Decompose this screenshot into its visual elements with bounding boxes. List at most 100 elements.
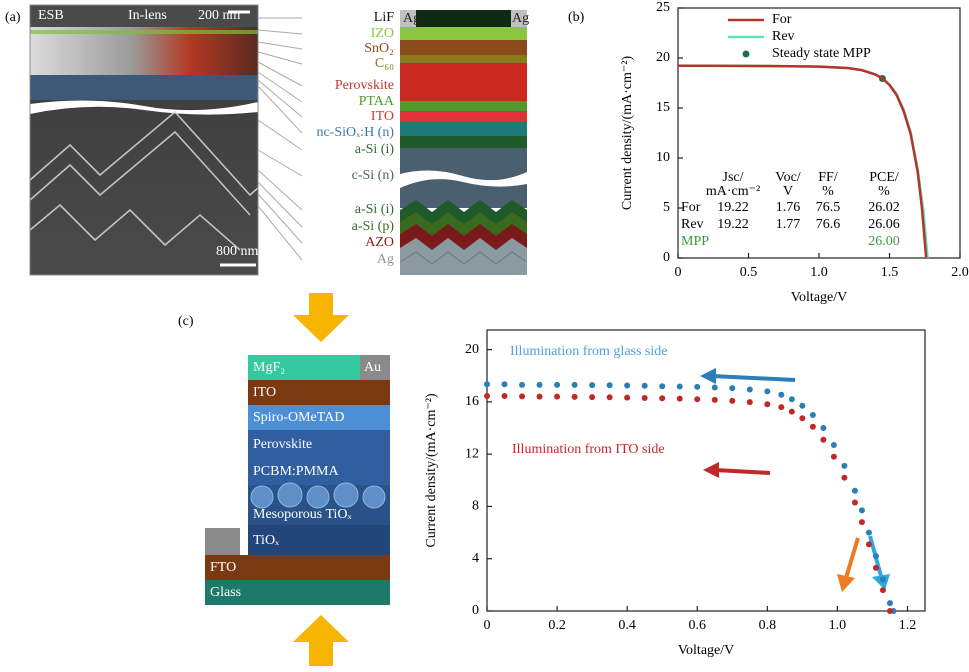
leader-line xyxy=(257,61,303,87)
panel-label: (b) xyxy=(568,10,585,25)
table-header: mA·cm⁻² xyxy=(706,184,760,199)
data-point xyxy=(676,383,683,390)
y-axis-title: Current density/(mA·cm⁻²) xyxy=(424,393,439,548)
series-annotation: Illumination from ITO side xyxy=(512,442,665,457)
image-label: 800 nm xyxy=(216,244,259,259)
data-point xyxy=(746,399,753,406)
table-header: Jsc/ xyxy=(723,170,744,185)
data-point xyxy=(589,382,596,389)
data-point xyxy=(624,394,631,401)
x-tick-label: 0.6 xyxy=(688,618,706,633)
data-point xyxy=(820,425,827,432)
data-point xyxy=(659,395,666,402)
table-header: V xyxy=(783,184,793,199)
sem-image xyxy=(29,4,259,276)
y-tick-label: 0 xyxy=(663,250,670,265)
data-point xyxy=(858,507,865,514)
layer-stack-a xyxy=(399,10,528,275)
table-header: % xyxy=(878,184,890,199)
contact-label: Ag xyxy=(512,11,529,26)
legend-marker xyxy=(742,50,750,58)
x-tick-label: 0.8 xyxy=(759,618,777,633)
data-point xyxy=(624,382,631,389)
table-cell: 19.22 xyxy=(717,217,749,232)
leader-line xyxy=(257,51,303,65)
layer-label: MgF₂ xyxy=(253,360,285,375)
data-point xyxy=(764,388,771,395)
legend-label: For xyxy=(772,12,792,27)
leader-line xyxy=(257,41,303,50)
data-point xyxy=(858,519,865,526)
data-point xyxy=(501,393,508,400)
data-point xyxy=(641,394,648,401)
layer-label: Perovskite xyxy=(335,78,394,93)
data-point xyxy=(694,396,701,403)
layer-label: IZO xyxy=(371,26,394,41)
x-tick-label: 0.5 xyxy=(740,265,758,280)
layer-label: Spiro-OMeTAD xyxy=(253,410,344,425)
data-point xyxy=(872,553,879,560)
data-point xyxy=(851,487,858,494)
layer-label: ITO xyxy=(253,385,276,400)
leader-line xyxy=(257,149,303,177)
table-cell: 26.00 xyxy=(868,234,900,249)
data-point xyxy=(865,541,872,548)
image-label: In-lens xyxy=(128,8,167,23)
leader-line xyxy=(257,119,303,151)
x-tick-label: 0.2 xyxy=(548,618,566,633)
layer-label: PTAA xyxy=(359,94,395,109)
table-header: Voc/ xyxy=(775,170,801,185)
data-point xyxy=(606,382,613,389)
panel-label: (c) xyxy=(178,314,194,329)
data-point xyxy=(886,600,893,607)
data-point xyxy=(799,402,806,409)
y-tick-label: 16 xyxy=(465,394,479,409)
data-point xyxy=(606,394,613,401)
data-point xyxy=(879,587,886,594)
data-point xyxy=(778,404,785,411)
leader-line xyxy=(257,205,303,261)
data-point xyxy=(865,529,872,536)
data-point xyxy=(872,564,879,571)
data-point xyxy=(589,394,596,401)
data-point xyxy=(879,576,886,583)
legend-label: Rev xyxy=(772,29,795,44)
x-tick-label: 1.0 xyxy=(810,265,828,280)
data-point xyxy=(809,411,816,418)
y-tick-label: 25 xyxy=(656,0,670,15)
x-tick-label: 0 xyxy=(484,618,491,633)
table-cell: 1.76 xyxy=(776,200,801,215)
y-tick-label: 20 xyxy=(465,342,479,357)
plot-frame xyxy=(486,329,926,612)
y-tick-label: 15 xyxy=(656,100,670,115)
data-point xyxy=(729,385,736,392)
x-tick-label: 1.0 xyxy=(829,618,847,633)
layer-label: a-Si (i) xyxy=(355,142,395,157)
table-cell: 19.22 xyxy=(717,200,749,215)
y-tick-label: 10 xyxy=(656,150,670,165)
data-point xyxy=(841,474,848,481)
x-tick-label: 0 xyxy=(675,265,682,280)
layer-label: a-Si (p) xyxy=(352,219,395,234)
table-cell: 26.02 xyxy=(868,200,900,215)
data-point xyxy=(820,436,827,443)
x-axis-title: Voltage/V xyxy=(791,290,848,305)
data-point xyxy=(554,381,561,388)
x-tick-label: 1.5 xyxy=(881,265,899,280)
table-cell: 1.77 xyxy=(776,217,801,232)
data-point xyxy=(841,462,848,469)
data-point xyxy=(711,396,718,403)
x-axis-title: Voltage/V xyxy=(678,643,735,658)
data-point xyxy=(536,381,543,388)
leader-line xyxy=(257,29,303,35)
table-header: FF/ xyxy=(818,170,838,185)
layer-label: AZO xyxy=(365,235,394,250)
x-tick-label: 1.2 xyxy=(899,618,917,633)
data-point xyxy=(484,393,490,400)
contact-label: Ag xyxy=(403,11,420,26)
image-labels: ESB In-lens 200 nm 800 nm xyxy=(38,8,259,259)
data-point xyxy=(830,453,837,460)
